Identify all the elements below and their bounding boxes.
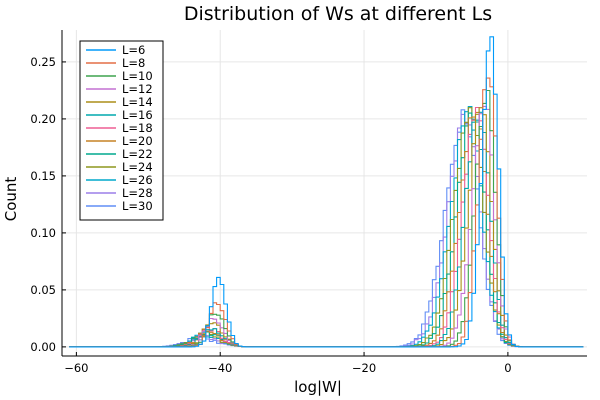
y-tick-label: 0.00 bbox=[30, 340, 56, 354]
y-tick-label: 0.15 bbox=[30, 169, 56, 183]
legend-box bbox=[79, 40, 164, 221]
legend-label: L=6 bbox=[122, 43, 145, 57]
series-line bbox=[69, 36, 584, 348]
legend-label: L=24 bbox=[122, 160, 153, 174]
legend-label: L=26 bbox=[122, 173, 153, 187]
x-tick-label: 0 bbox=[504, 361, 511, 375]
legend-label: L=22 bbox=[122, 147, 153, 161]
legend-label: L=8 bbox=[122, 56, 145, 70]
legend-label: L=30 bbox=[122, 199, 153, 213]
legend-label: L=16 bbox=[122, 108, 153, 122]
legend-label: L=28 bbox=[122, 186, 153, 200]
x-tick-label: −40 bbox=[208, 361, 232, 375]
tick-layer: −60 −40 −20 0 0.00 0.05 0.10 0.15 0.20 0.25 bbox=[30, 30, 587, 375]
series-layer bbox=[69, 36, 584, 348]
y-tick-label: 0.10 bbox=[30, 226, 56, 240]
legend-label: L=10 bbox=[122, 69, 153, 83]
y-tick-label: 0.25 bbox=[30, 55, 56, 69]
y-axis-label: Count bbox=[2, 177, 20, 222]
y-tick-label: 0.05 bbox=[30, 283, 56, 297]
x-axis-label: log|W| bbox=[294, 378, 342, 396]
legend-label: L=14 bbox=[122, 95, 153, 109]
x-tick-label: −60 bbox=[64, 361, 88, 375]
y-tick-label: 0.20 bbox=[30, 112, 56, 126]
chart-title: Distribution of Ws at different Ls bbox=[184, 3, 492, 25]
legend: L=6L=8L=10L=12L=14L=16L=18L=20L=22L=24L=… bbox=[79, 40, 164, 221]
legend-label: L=20 bbox=[122, 134, 153, 148]
x-tick-label: −20 bbox=[352, 361, 376, 375]
legend-label: L=18 bbox=[122, 121, 153, 135]
legend-label: L=12 bbox=[122, 82, 153, 96]
